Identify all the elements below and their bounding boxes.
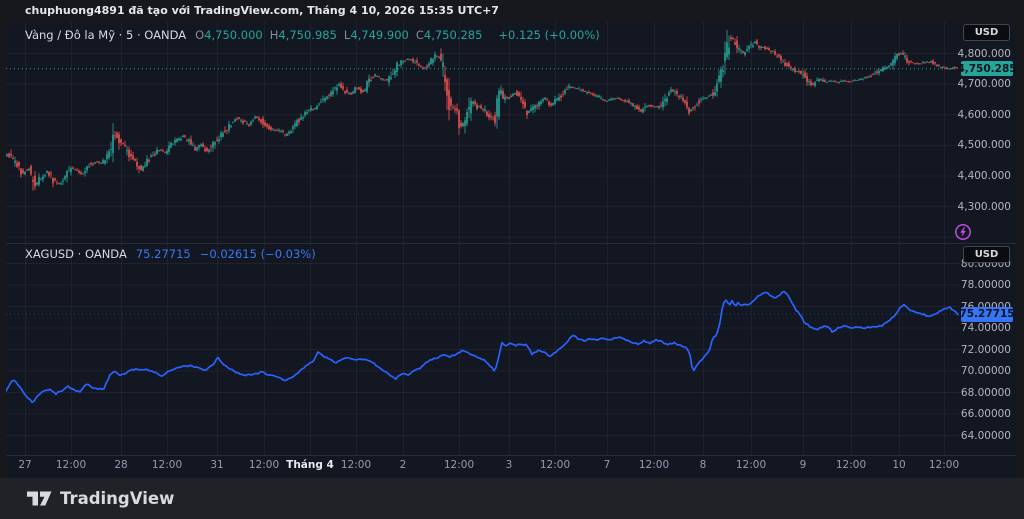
time-tick: 2 (399, 459, 407, 471)
attribution-bar: chuphuong4891 đã tạo với TradingView.com… (0, 0, 1024, 22)
grid-lines (6, 22, 960, 455)
time-tick: 12:00 (735, 459, 767, 471)
time-tick: 12:00 (539, 459, 571, 471)
ohlc-value-o: 4,750.000 (204, 28, 263, 42)
gold-price-tick: 4,600.000 (957, 108, 1011, 121)
ohlc-key-c: C (415, 28, 424, 42)
silver-symbol-title: XAGUSD · OANDA (25, 247, 127, 261)
ohlc-key-l: L (343, 28, 351, 42)
silver-currency-label: USD (974, 249, 999, 260)
time-tick: 12:00 (835, 459, 867, 471)
silver-price-tick: 78.00000 (960, 279, 1011, 292)
time-tick: 31 (210, 459, 224, 471)
time-tick: 8 (699, 459, 707, 471)
gold-price-tick: 4,700.000 (957, 78, 1011, 91)
ohlc-key-h: H (269, 28, 279, 42)
gold-price-tick: 4,800.000 (957, 47, 1011, 60)
ohlc-value-c: 4,750.285 (423, 28, 483, 42)
tradingview-logo-icon[interactable] (27, 491, 52, 506)
time-tick: 10 (892, 459, 906, 471)
flash-boost-icon[interactable] (954, 223, 972, 241)
silver-price-tick: 66.00000 (960, 408, 1011, 421)
silver-legend: XAGUSD · OANDA 75.27715 −0.02615 (−0.03%… (25, 247, 316, 261)
time-tick: 3 (505, 459, 513, 471)
gold-change: +0.125 (+0.00%) (498, 28, 600, 42)
silver-price-tick: 74.00000 (960, 322, 1011, 335)
silver-last-price-badge: 75.27715 (959, 306, 1015, 322)
silver-change: −0.02615 (−0.03%) (199, 247, 316, 261)
time-tick: Tháng 4 (286, 459, 334, 471)
gold-price-tick: 4,400.000 (957, 169, 1011, 182)
gold-currency-button[interactable]: USD (963, 24, 1010, 41)
time-tick: 12:00 (151, 459, 183, 471)
tradingview-logo-text[interactable]: TradingView (60, 489, 175, 508)
footer-bar: TradingView (0, 478, 1024, 519)
silver-line-series (6, 290, 959, 404)
time-tick: 12:00 (928, 459, 960, 471)
time-tick: 12:00 (340, 459, 372, 471)
time-tick: 12:00 (443, 459, 475, 471)
chart-background (6, 22, 1016, 478)
silver-price-tick: 72.00000 (960, 343, 1011, 356)
silver-line-pane[interactable] (6, 243, 960, 455)
time-tick: 27 (18, 459, 32, 471)
gold-currency-label: USD (974, 27, 999, 38)
gold-candles-series (6, 29, 958, 191)
silver-price-tick: 64.00000 (960, 429, 1011, 442)
gold-price-tick: 4,300.000 (957, 200, 1011, 213)
gold-ohlc-values: O4,750.000 H4,750.985 L4,749.900 C4,750.285 (195, 28, 489, 42)
time-tick: 7 (603, 459, 611, 471)
time-tick: 28 (114, 459, 128, 471)
ohlc-value-l: 4,749.900 (350, 28, 409, 42)
silver-price-tick: 68.00000 (960, 386, 1011, 399)
silver-currency-button[interactable]: USD (963, 246, 1010, 263)
gold-price-tick: 4,500.000 (957, 139, 1011, 152)
time-tick: 12:00 (55, 459, 87, 471)
time-tick: 9 (799, 459, 807, 471)
gold-last-price-badge: 4,750.285 (957, 61, 1017, 77)
ohlc-value-h: 4,750.985 (278, 28, 337, 42)
silver-price-tick: 70.00000 (960, 365, 1011, 378)
gold-symbol-title: Vàng / Đô la Mỹ · 5 · OANDA (25, 28, 187, 42)
gold-legend: Vàng / Đô la Mỹ · 5 · OANDA O4,750.000 H4… (25, 28, 600, 42)
silver-last-value: 75.27715 (135, 247, 191, 261)
attribution-text: chuphuong4891 đã tạo với TradingView.com… (25, 4, 499, 17)
ohlc-key-o: O (195, 28, 205, 42)
time-tick: 12:00 (638, 459, 670, 471)
time-tick: 12:00 (248, 459, 280, 471)
gold-candlestick-pane[interactable] (6, 22, 960, 243)
